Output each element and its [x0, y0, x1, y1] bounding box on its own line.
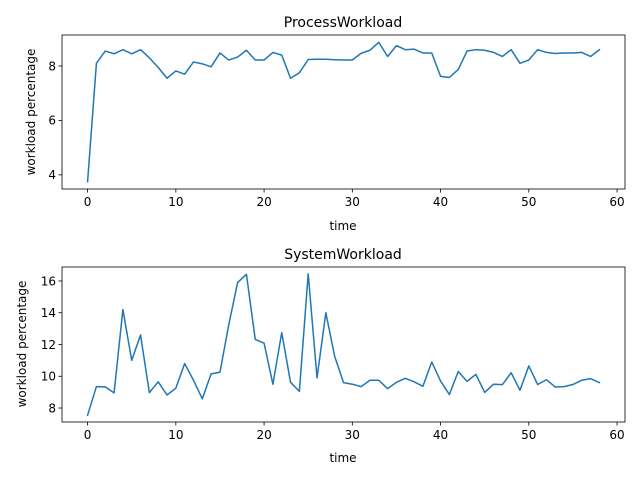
x-tick-label: 0	[84, 428, 92, 442]
x-tick-label: 50	[521, 428, 536, 442]
chart-title: ProcessWorkload	[284, 15, 402, 31]
x-tick-label: 20	[256, 428, 271, 442]
plot-area-system	[86, 273, 601, 417]
x-tick-label: 60	[609, 428, 624, 442]
y-tick-label: 12	[41, 338, 56, 352]
x-tick-label: 60	[609, 195, 624, 209]
y-tick-label: 10	[41, 370, 56, 384]
x-tick-label: 30	[345, 428, 360, 442]
y-axis-label: workload percentage	[24, 49, 38, 176]
ticks-system: 0 10 20 30 40 50 60 8 10 12 14 16	[41, 274, 625, 442]
x-axis-label: time	[329, 451, 356, 465]
x-tick-label: 10	[168, 195, 183, 209]
ticks-process: 0 10 20 30 40 50 60 4 6 8	[48, 59, 624, 209]
y-tick-label: 14	[41, 306, 56, 320]
y-tick-label: 6	[48, 114, 56, 128]
y-axis-label: workload percentage	[15, 281, 29, 408]
y-tick-label: 8	[48, 59, 56, 73]
x-tick-label: 30	[345, 195, 360, 209]
x-tick-label: 40	[433, 428, 448, 442]
chart-title: SystemWorkload	[284, 247, 402, 263]
plot-area-process	[86, 41, 601, 183]
x-tick-label: 10	[168, 428, 183, 442]
y-tick-label: 16	[41, 274, 56, 288]
x-tick-label: 50	[521, 195, 536, 209]
series-line-0	[86, 273, 601, 417]
x-axis-label: time	[329, 219, 356, 233]
subplot-process-workload: ProcessWorkload 0 10 20 30 40 50 60 4 6 8 time wo…	[24, 15, 626, 233]
subplot-system-workload: SystemWorkload 0 10 20 30 40 50 60 8 10 12 14 16 ti…	[15, 247, 626, 465]
x-tick-label: 20	[256, 195, 271, 209]
y-tick-label: 8	[48, 401, 56, 415]
axes-frame-process	[61, 34, 626, 190]
x-tick-label: 40	[433, 195, 448, 209]
x-tick-label: 0	[84, 195, 92, 209]
y-tick-label: 4	[48, 168, 56, 182]
series-line-0	[86, 41, 601, 183]
